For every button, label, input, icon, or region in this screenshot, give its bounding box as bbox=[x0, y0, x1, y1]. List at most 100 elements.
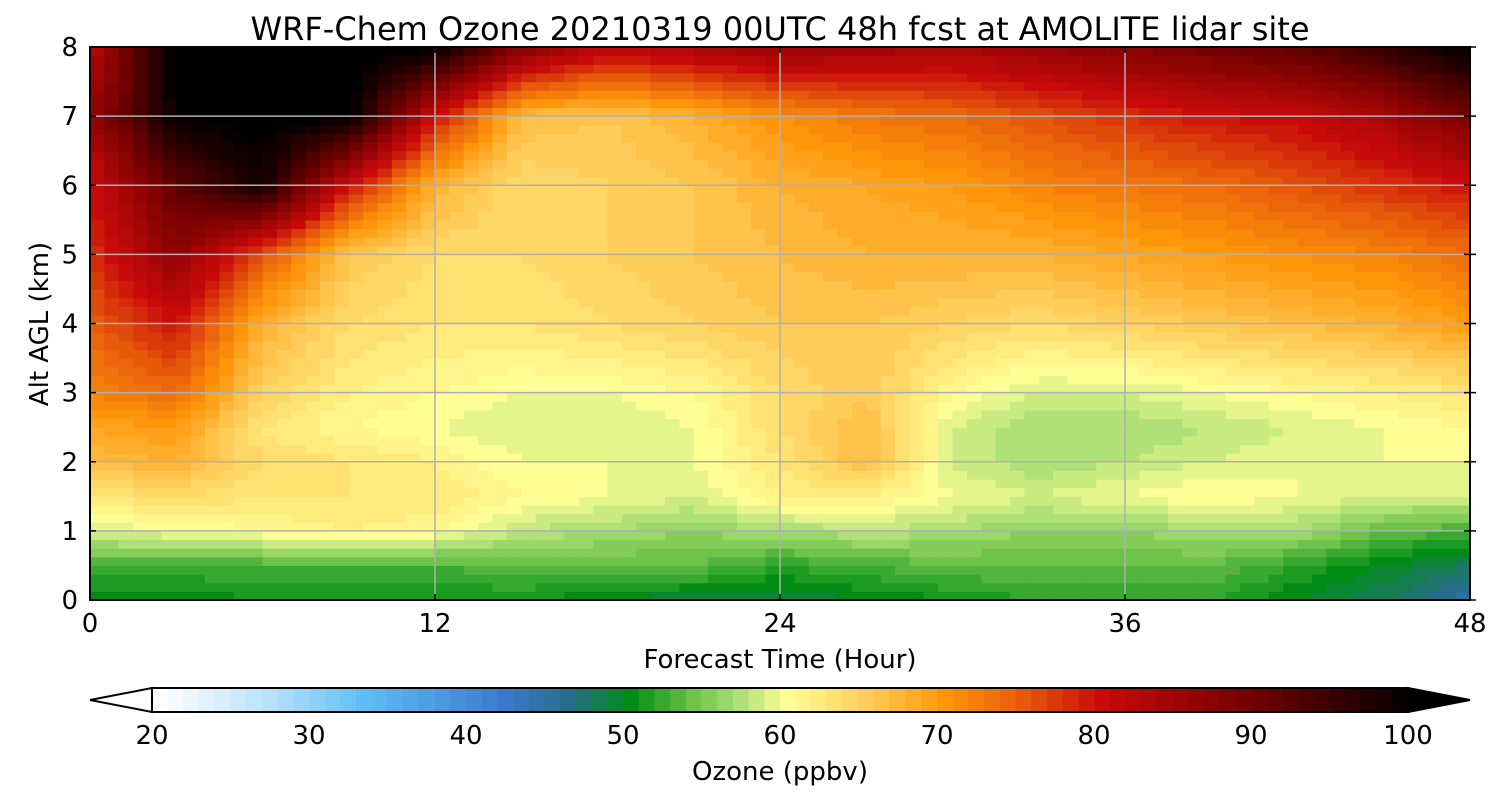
heatmap-cell bbox=[1153, 185, 1169, 195]
heatmap-cell bbox=[851, 193, 867, 204]
heatmap-cell bbox=[1311, 409, 1327, 420]
heatmap-cell bbox=[1182, 418, 1198, 428]
heatmap-cell bbox=[1240, 358, 1255, 368]
heatmap-cell bbox=[966, 487, 982, 497]
heatmap-cell bbox=[722, 237, 738, 247]
heatmap-cell bbox=[1110, 418, 1126, 428]
heatmap-cell bbox=[895, 332, 910, 342]
heatmap-cell bbox=[808, 193, 824, 204]
heatmap-cell bbox=[133, 254, 149, 264]
heatmap-cell bbox=[1254, 288, 1270, 299]
heatmap-cell bbox=[305, 574, 321, 584]
heatmap-cell bbox=[708, 245, 724, 255]
heatmap-cell bbox=[1455, 288, 1470, 299]
heatmap-cell bbox=[952, 228, 968, 238]
heatmap-cell bbox=[981, 245, 997, 255]
heatmap-cell bbox=[1211, 582, 1227, 592]
heatmap-cell bbox=[1369, 479, 1385, 489]
heatmap-cell bbox=[1340, 487, 1356, 497]
heatmap-cell bbox=[478, 211, 494, 221]
heatmap-cell bbox=[593, 306, 609, 316]
heatmap-cell bbox=[736, 288, 752, 299]
heatmap-cell bbox=[1211, 496, 1227, 506]
heatmap-cell bbox=[751, 574, 767, 584]
heatmap-cell bbox=[147, 444, 163, 454]
heatmap-cell bbox=[176, 409, 192, 420]
heatmap-cell bbox=[938, 150, 954, 160]
heatmap-cell bbox=[1383, 487, 1399, 497]
heatmap-cell bbox=[521, 297, 537, 307]
heatmap-cell bbox=[1110, 254, 1126, 264]
heatmap-cell bbox=[1383, 470, 1399, 480]
heatmap-cell bbox=[636, 574, 652, 584]
heatmap-cell bbox=[650, 332, 666, 342]
heatmap-cell bbox=[1110, 193, 1126, 204]
heatmap-cell bbox=[736, 530, 752, 541]
heatmap-cell bbox=[621, 479, 637, 489]
heatmap-cell bbox=[161, 565, 177, 575]
heatmap-cell bbox=[377, 358, 393, 368]
heatmap-cell bbox=[1326, 349, 1342, 359]
heatmap-cell bbox=[1297, 548, 1313, 558]
heatmap-cell bbox=[291, 288, 307, 299]
heatmap-cell bbox=[391, 496, 407, 506]
heatmap-cell bbox=[1168, 496, 1184, 506]
heatmap-cell bbox=[320, 254, 335, 264]
heatmap-cell bbox=[291, 548, 307, 558]
heatmap-cell bbox=[133, 202, 149, 212]
heatmap-cell bbox=[765, 409, 781, 420]
heatmap-cell bbox=[1067, 366, 1083, 376]
heatmap-cell bbox=[1125, 591, 1140, 600]
heatmap-cell bbox=[1153, 565, 1169, 575]
heatmap-cell bbox=[463, 444, 479, 454]
heatmap-cell bbox=[1355, 522, 1370, 532]
heatmap-cell bbox=[1038, 306, 1054, 316]
heatmap-cell bbox=[535, 254, 551, 264]
heatmap-cell bbox=[1110, 453, 1126, 463]
heatmap-cell bbox=[1441, 574, 1457, 584]
heatmap-cell bbox=[1067, 392, 1083, 402]
heatmap-cell bbox=[736, 237, 752, 247]
heatmap-cell bbox=[564, 530, 580, 541]
heatmap-cell bbox=[478, 288, 494, 299]
heatmap-cell bbox=[219, 444, 235, 454]
heatmap-cell bbox=[823, 349, 839, 359]
heatmap-cell bbox=[1326, 323, 1342, 333]
heatmap-cell bbox=[1168, 150, 1184, 160]
heatmap-cell bbox=[1254, 496, 1270, 506]
heatmap-cell bbox=[1010, 504, 1025, 515]
heatmap-cell bbox=[435, 280, 450, 290]
heatmap-cell bbox=[1139, 565, 1155, 575]
heatmap-cell bbox=[435, 185, 450, 195]
heatmap-cell bbox=[1297, 496, 1313, 506]
heatmap-cell bbox=[1153, 392, 1169, 402]
heatmap-cell bbox=[478, 193, 494, 204]
heatmap-cell bbox=[118, 539, 134, 549]
heatmap-cell bbox=[205, 582, 220, 592]
heatmap-cell bbox=[751, 453, 767, 463]
heatmap-cell bbox=[348, 340, 364, 351]
heatmap-cell bbox=[420, 245, 436, 255]
heatmap-cell bbox=[607, 193, 623, 204]
heatmap-cell bbox=[995, 193, 1011, 204]
heatmap-cell bbox=[909, 340, 925, 351]
heatmap-cell bbox=[564, 565, 580, 575]
heatmap-cell bbox=[636, 392, 652, 402]
heatmap-cell bbox=[492, 522, 508, 532]
heatmap-cell bbox=[1096, 513, 1112, 523]
heatmap-cell bbox=[478, 245, 494, 255]
heatmap-cell bbox=[535, 297, 551, 307]
heatmap-cell bbox=[1383, 539, 1399, 549]
heatmap-cell bbox=[190, 530, 206, 541]
heatmap-cell bbox=[952, 513, 968, 523]
heatmap-cell bbox=[90, 340, 105, 351]
heatmap-cell bbox=[1153, 383, 1169, 394]
heatmap-cell bbox=[765, 306, 781, 316]
heatmap-cell bbox=[449, 176, 465, 186]
heatmap-cell bbox=[1326, 375, 1342, 385]
heatmap-cell bbox=[952, 159, 968, 169]
heatmap-cell bbox=[693, 504, 709, 515]
heatmap-cell bbox=[837, 565, 853, 575]
heatmap-cell bbox=[1254, 418, 1270, 428]
heatmap-cell bbox=[1268, 409, 1284, 420]
